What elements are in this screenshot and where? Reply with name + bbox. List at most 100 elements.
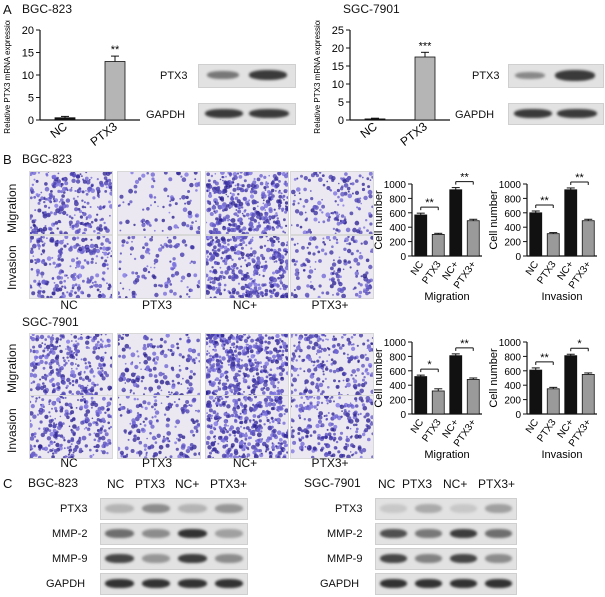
stained-cell <box>260 341 264 345</box>
stained-cell <box>272 433 277 438</box>
stained-cell <box>143 386 147 390</box>
stained-cell <box>248 240 252 245</box>
stained-cell <box>58 344 61 347</box>
stained-cell <box>282 255 285 258</box>
stained-cell <box>142 393 146 396</box>
stained-cell <box>162 372 165 376</box>
stained-cell <box>357 282 361 285</box>
stained-cell <box>99 427 103 432</box>
stained-cell <box>35 355 39 359</box>
stained-cell <box>149 432 152 435</box>
stained-cell <box>206 441 210 445</box>
stained-cell <box>41 447 45 451</box>
stained-cell <box>259 181 264 186</box>
stained-cell <box>241 256 245 259</box>
stained-cell <box>163 413 167 416</box>
stained-cell <box>284 259 288 265</box>
stained-cell <box>76 236 80 240</box>
stained-cell <box>361 372 364 375</box>
stained-cell <box>193 273 198 278</box>
stained-cell <box>61 380 66 385</box>
stained-cell <box>209 370 212 373</box>
stained-cell <box>49 440 54 445</box>
stained-cell <box>294 194 296 197</box>
stained-cell <box>52 423 57 429</box>
stained-cell <box>338 213 340 216</box>
stained-cell <box>222 386 227 391</box>
stained-cell <box>75 363 77 365</box>
stained-cell <box>316 349 321 354</box>
stained-cell <box>48 429 52 432</box>
stained-cell <box>236 363 241 367</box>
stained-cell <box>68 215 72 218</box>
stained-cell <box>359 283 363 287</box>
stained-cell <box>272 358 276 363</box>
stained-cell <box>95 444 100 449</box>
stained-cell <box>122 387 125 391</box>
stained-cell <box>230 257 232 260</box>
stained-cell <box>106 408 109 412</box>
stained-cell <box>103 221 106 225</box>
stained-cell <box>367 363 373 368</box>
y-tick-label: 20 <box>332 43 344 55</box>
stained-cell <box>67 456 71 458</box>
stained-cell <box>138 440 143 445</box>
stained-cell <box>46 349 49 352</box>
stained-cell <box>364 381 368 385</box>
stained-cell <box>284 253 287 256</box>
stained-cell <box>70 410 75 415</box>
stained-cell <box>248 334 250 336</box>
stained-cell <box>217 286 221 290</box>
x-tick-label: NC <box>358 119 381 141</box>
stained-cell <box>209 354 212 358</box>
stained-cell <box>330 427 335 432</box>
stained-cell <box>30 372 34 378</box>
stained-cell <box>324 252 328 256</box>
stained-cell <box>65 198 71 203</box>
stained-cell <box>212 447 217 452</box>
stained-cell <box>80 358 83 361</box>
stained-cell <box>239 187 245 193</box>
stained-cell <box>291 399 294 403</box>
stained-cell <box>92 196 96 200</box>
bracket-label: ** <box>460 172 469 184</box>
stained-cell <box>160 402 163 404</box>
stained-cell <box>214 397 217 400</box>
stained-cell <box>71 224 75 229</box>
stained-cell <box>81 205 85 209</box>
stained-cell <box>316 377 321 382</box>
stained-cell <box>296 285 301 291</box>
stained-cell <box>323 243 327 246</box>
stained-cell <box>165 406 170 411</box>
stained-cell <box>175 447 179 451</box>
stained-cell <box>237 351 242 356</box>
stained-cell <box>278 451 282 455</box>
stained-cell <box>81 175 83 177</box>
stained-cell <box>361 448 367 453</box>
stained-cell <box>72 236 77 241</box>
stained-cell <box>271 419 275 423</box>
stained-cell <box>273 208 276 211</box>
stained-cell <box>231 276 235 280</box>
stained-cell <box>74 344 78 349</box>
stained-cell <box>95 347 98 350</box>
stained-cell <box>61 194 65 198</box>
stained-cell <box>206 352 209 356</box>
stained-cell <box>223 245 228 250</box>
stained-cell <box>166 236 169 239</box>
bracket-label: ** <box>540 195 549 207</box>
stained-cell <box>30 419 32 422</box>
stained-cell <box>337 259 342 264</box>
stained-cell <box>254 361 257 364</box>
stained-cell <box>68 390 72 394</box>
stained-cell <box>42 213 48 219</box>
microscopy-image-grid-sgc-1-0 <box>29 395 113 459</box>
stained-cell <box>84 413 88 417</box>
stained-cell <box>151 274 156 278</box>
stained-cell <box>35 397 38 400</box>
stained-cell <box>107 246 111 251</box>
stained-cell <box>107 286 111 291</box>
stained-cell <box>209 430 214 435</box>
stained-cell <box>335 241 339 244</box>
stained-cell <box>297 374 300 377</box>
